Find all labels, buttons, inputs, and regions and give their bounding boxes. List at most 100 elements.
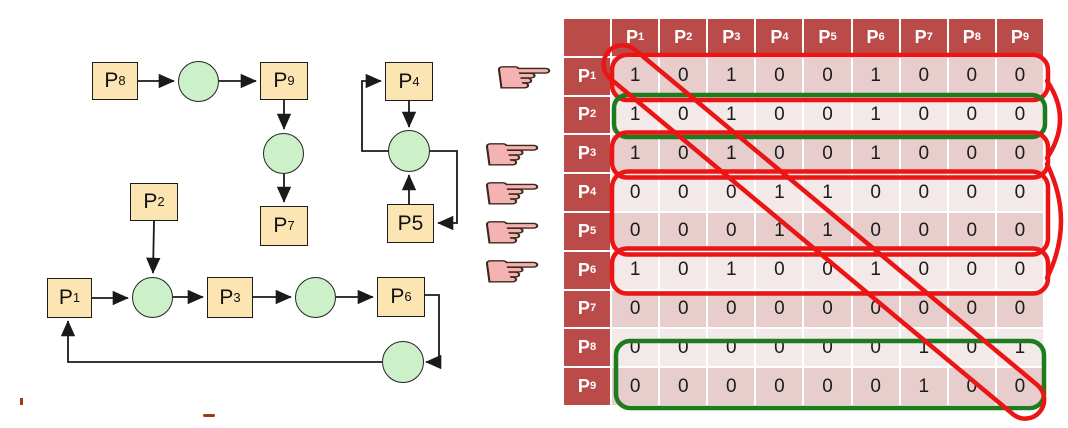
matrix-cell-p7-p2: 0 (660, 290, 707, 328)
stray-mark (20, 398, 23, 405)
matrix-cell-p2-p5: 0 (804, 96, 851, 134)
matrix-cell-p8-p1: 0 (612, 329, 659, 367)
matrix-cell-p5-p8: 0 (948, 212, 995, 250)
matrix-cell-p2-p8: 0 (948, 96, 995, 134)
header-label: P (577, 337, 590, 358)
matrix-cell-p6-p6: 1 (852, 251, 899, 289)
matrix-cell-p1-p3: 1 (708, 57, 755, 95)
header-label: P (722, 26, 735, 47)
header-label: P (626, 26, 639, 47)
matrix-cell-p4-p4: 1 (756, 174, 803, 211)
matrix-cell-p3-p7: 0 (900, 135, 947, 173)
pointing-hand-icon-row-p3: ☛ (480, 128, 544, 181)
matrix-cell-p9-p8: 0 (948, 368, 995, 405)
header-label: P (577, 298, 590, 319)
matrix-cell-p5-p7: 0 (900, 212, 947, 250)
matrix-cell-p4-p6: 0 (852, 174, 899, 211)
header-label: P (818, 26, 831, 47)
matrix-cell-p3-p4: 0 (756, 135, 803, 173)
matrix-cell-p2-p7: 0 (900, 96, 947, 134)
matrix-cell-p6-p5: 0 (804, 251, 851, 289)
matrix-cell-p1-p4: 0 (756, 57, 803, 95)
header-label-subscript: 3 (734, 30, 741, 43)
header-label: P (914, 26, 927, 47)
header-label-subscript: 8 (589, 341, 597, 354)
resource-circle (295, 277, 336, 318)
matrix-cell-p8-p9: 1 (996, 329, 1043, 367)
header-label: P (674, 26, 687, 47)
header-label: P (577, 143, 590, 164)
matrix-cell-p5-p3: 0 (708, 212, 755, 250)
header-label: P (577, 376, 590, 397)
matrix-cell-p3-p9: 0 (996, 135, 1043, 173)
matrix-cell-p3-p3: 1 (708, 135, 755, 173)
matrix-cell-p9-p7: 1 (900, 368, 947, 405)
matrix-cell-p4-p7: 0 (900, 174, 947, 211)
matrix-cell-p2-p1: 1 (612, 96, 659, 134)
header-label: P (1010, 26, 1023, 47)
matrix-cell-p1-p8: 0 (948, 57, 995, 95)
process-node-label: P (104, 69, 119, 92)
matrix-cell-p2-p6: 1 (852, 96, 899, 134)
pointing-hand-icon-row-p4: ☛ (480, 166, 544, 220)
matrix-cell-p2-p2: 0 (660, 96, 707, 134)
matrix-cell-p6-p9: 0 (996, 251, 1043, 289)
header-label-subscript: 3 (589, 147, 597, 160)
matrix-cell-p8-p2: 0 (660, 329, 707, 367)
matrix-cell-p8-p5: 0 (804, 329, 851, 367)
matrix-cell-p7-p9: 0 (996, 290, 1043, 328)
process-node-label-subscript: 6 (404, 289, 412, 305)
matrix-cell-p2-p4: 0 (756, 96, 803, 134)
header-label: P (962, 26, 975, 47)
header-label-subscript: 9 (1022, 30, 1030, 43)
pointing-hand-icon-row-p1: ☛ (492, 50, 556, 104)
matrix-cell-p2-p9: 0 (996, 96, 1043, 134)
matrix-cell-p6-p2: 0 (660, 251, 707, 289)
matrix-cell-p4-p9: 0 (996, 174, 1043, 211)
matrix-cell-p4-p5: 1 (804, 174, 851, 211)
process-node-label-subscript: 1 (72, 290, 81, 306)
matrix-cell-p1-p7: 0 (900, 57, 947, 95)
matrix-cell-p5-p2: 0 (660, 212, 707, 250)
matrix-cell-p3-p6: 1 (852, 135, 899, 173)
matrix-cell-p7-p1: 0 (612, 290, 659, 328)
matrix-cell-p7-p6: 0 (852, 290, 899, 328)
matrix-cell-p7-p5: 0 (804, 290, 851, 328)
process-node-label: P (398, 69, 413, 93)
header-label-subscript: 6 (589, 263, 597, 276)
process-node-label-subscript: 7 (287, 218, 295, 234)
matrix-cell-p8-p7: 1 (900, 329, 947, 367)
process-node-label: P (143, 190, 158, 213)
header-label: P (866, 26, 879, 47)
matrix-cell-p6-p1: 1 (612, 251, 659, 289)
header-label-subscript: 8 (974, 30, 981, 43)
resource-circle (178, 61, 219, 102)
header-label-subscript: 5 (589, 224, 597, 237)
matrix-cell-p4-p1: 0 (612, 174, 659, 211)
header-label-subscript: 7 (926, 30, 933, 43)
matrix-cell-p3-p5: 0 (804, 135, 851, 173)
matrix-cell-p5-p6: 0 (852, 212, 899, 250)
process-node-label: P5 (397, 211, 424, 235)
process-node-label: P (273, 69, 288, 92)
matrix-cell-p5-p1: 0 (612, 212, 659, 250)
process-node-label: P (273, 214, 288, 237)
header-label: P (577, 182, 590, 203)
matrix-cell-p4-p3: 0 (708, 174, 755, 211)
process-node-label: P (219, 285, 234, 309)
edge-feedback-circle-to-p1 (60, 320, 382, 363)
resource-circle (382, 341, 424, 383)
matrix-cell-p4-p8: 0 (948, 174, 995, 211)
